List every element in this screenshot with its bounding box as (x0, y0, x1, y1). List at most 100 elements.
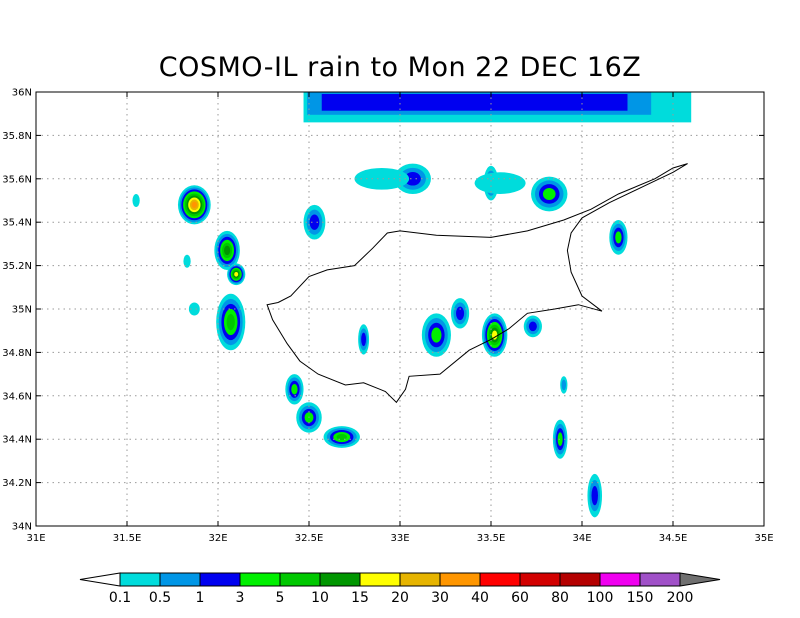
rain-cell-level (226, 313, 235, 331)
rain-cell-level (132, 193, 140, 208)
rain-cell-level (456, 306, 465, 321)
colorbar-label: 200 (667, 590, 694, 606)
colorbar-swatch (119, 572, 161, 587)
rain-cell-level (336, 433, 347, 441)
rain-cell (358, 324, 370, 355)
lon-tick-label: 34E (572, 533, 591, 544)
rain-cell (214, 230, 240, 270)
colorbar-over-triangle (679, 572, 721, 587)
rain-cell-level (188, 302, 200, 316)
colorbar-swatch (519, 572, 561, 587)
rain-cell-level (431, 327, 442, 343)
colorbar-under-triangle (79, 572, 121, 587)
colorbar-swatch (359, 572, 401, 587)
colorbar-swatch (279, 572, 321, 587)
rain-cell-level (528, 321, 537, 332)
lon-tick-label: 33.5E (477, 533, 506, 544)
lat-tick-label: 36N (12, 88, 32, 99)
rain-cell (523, 315, 542, 338)
colorbar-swatch (159, 572, 201, 587)
rain-cell (481, 313, 508, 357)
lat-tick-label: 34.8N (2, 348, 32, 359)
rain-cell (609, 220, 628, 255)
rain-cell (394, 163, 431, 194)
lat-tick-label: 34.2N (2, 478, 32, 489)
colorbar-label: 30 (431, 590, 449, 606)
rain-cell (474, 172, 526, 194)
rain-cell-level (191, 201, 198, 209)
rain-cell (560, 376, 568, 394)
rain-cell-level (234, 271, 239, 277)
colorbar-label: 0.5 (149, 590, 171, 606)
rain-cell (552, 419, 568, 459)
rain-cell-level (404, 172, 421, 186)
rain-cell (323, 426, 360, 448)
cyprus-coastline (266, 163, 688, 404)
rain-cell-level (361, 332, 367, 347)
rain-cell-level (591, 485, 598, 506)
colorbar-swatch (559, 572, 601, 587)
lon-tick-label: 32E (208, 533, 227, 544)
colorbar-swatch (599, 572, 641, 587)
rain-cell (421, 313, 451, 357)
coastline (266, 163, 688, 404)
lon-tick-label: 31.5E (113, 533, 142, 544)
lon-tick-label: 33E (390, 533, 409, 544)
colorbar-label: 40 (471, 590, 489, 606)
rain-cell (227, 263, 246, 286)
rain-cell (132, 193, 140, 208)
colorbar-label: 60 (511, 590, 529, 606)
colorbar-label: 10 (311, 590, 329, 606)
colorbar-swatch (399, 572, 441, 587)
colorbar-swatch (439, 572, 481, 587)
lon-tick-label: 32.5E (295, 533, 324, 544)
colorbar-label: 15 (351, 590, 369, 606)
lat-tick-label: 34.6N (2, 391, 32, 402)
rain-field (132, 92, 692, 518)
colorbar-swatch (199, 572, 241, 587)
colorbar-swatch (639, 572, 681, 587)
rain-cell (285, 374, 304, 405)
lat-tick-label: 35.4N (2, 218, 32, 229)
rain-cell-level (557, 432, 563, 446)
rain-band-core (321, 94, 628, 111)
colorbar-swatch (319, 572, 361, 587)
colorbar-label: 20 (391, 590, 409, 606)
lat-tick-label: 35N (12, 305, 32, 316)
rain-cell (531, 176, 568, 212)
map-title: COSMO-IL rain to Mon 22 DEC 16Z (158, 52, 642, 83)
colorbar-swatch (479, 572, 521, 587)
rain-cell (216, 293, 246, 351)
rain-cell-level (183, 254, 191, 268)
rain-cell (587, 473, 603, 518)
colorbar-label: 80 (551, 590, 569, 606)
rain-cell (183, 254, 191, 268)
lon-tick-label: 31E (26, 533, 45, 544)
rain-cell-level (491, 330, 498, 340)
colorbar-label: 5 (276, 590, 285, 606)
lon-tick-label: 35E (754, 533, 773, 544)
colorbar-swatch (239, 572, 281, 587)
rain-cell-level (615, 231, 622, 244)
colorbar: 0.1 0.5 1 3 5 10 15 20 30 40 60 80 100 150 200 (79, 572, 721, 606)
lat-lon-grid (36, 92, 764, 526)
colorbar-label: 0.1 (109, 590, 131, 606)
rain-cell (188, 302, 200, 316)
lat-tick-label: 34N (12, 522, 32, 533)
colorbar-label: 1 (196, 590, 205, 606)
rain-cell-level (561, 379, 567, 391)
lon-tick-label: 34.5E (659, 533, 688, 544)
rain-cell-level (224, 245, 231, 256)
lat-tick-label: 35.6N (2, 174, 32, 185)
colorbar-label: 150 (627, 590, 654, 606)
rain-cell-level (309, 214, 320, 230)
lat-tick-label: 35.8N (2, 131, 32, 142)
rain-cell-level (542, 187, 556, 201)
lat-tick-label: 34.4N (2, 435, 32, 446)
colorbar-label: 3 (236, 590, 245, 606)
colorbar-label: 100 (587, 590, 614, 606)
rain-cell (450, 298, 470, 329)
rain-cell-level (354, 167, 410, 190)
lat-tick-label: 35.2N (2, 261, 32, 272)
